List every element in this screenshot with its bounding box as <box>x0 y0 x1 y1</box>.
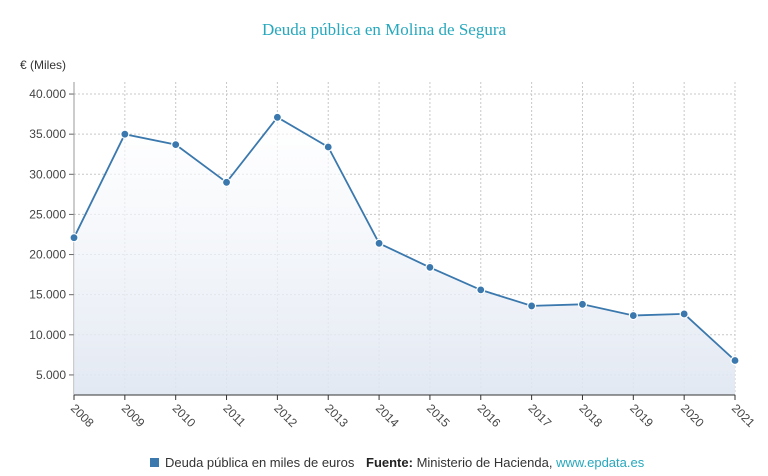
xtick-label: 2013 <box>322 401 351 430</box>
ytick-label: 10.000 <box>29 328 66 342</box>
data-point-2020[interactable] <box>679 309 689 319</box>
chart-title: Deuda pública en Molina de Segura <box>261 20 507 39</box>
xtick-label: 2016 <box>475 401 504 430</box>
data-point-2014[interactable] <box>374 238 384 248</box>
legend-label: Deuda pública en miles de euros <box>165 455 355 470</box>
data-point-2010[interactable] <box>171 140 181 150</box>
data-point-2017[interactable] <box>527 301 537 311</box>
ytick-label: 15.000 <box>29 288 66 302</box>
y-axis-label: € (Miles) <box>20 58 67 72</box>
ytick-label: 20.000 <box>29 248 66 262</box>
ytick-label: 40.000 <box>29 87 66 101</box>
xtick-label: 2017 <box>525 401 554 430</box>
source-link[interactable]: www.epdata.es <box>556 455 645 470</box>
data-point-2011[interactable] <box>221 177 232 187</box>
source-credit: Fuente: Ministerio de Hacienda, www.epda… <box>366 455 644 470</box>
legend-swatch <box>150 458 159 467</box>
data-point-2008[interactable] <box>69 233 79 243</box>
xtick-label: 2019 <box>627 401 656 430</box>
data-point-2021[interactable] <box>730 355 740 366</box>
xtick-label: 2021 <box>729 401 758 430</box>
data-point-2018[interactable] <box>577 299 588 309</box>
xtick-label: 2011 <box>220 401 248 429</box>
xtick-label: 2012 <box>271 401 300 430</box>
xtick-label: 2020 <box>678 401 707 430</box>
ytick-label: 25.000 <box>29 207 66 221</box>
legend[interactable]: Deuda pública en miles de euros <box>150 455 354 470</box>
chart-footer: Deuda pública en miles de euros Fuente: … <box>0 455 768 473</box>
ytick-label: 30.000 <box>29 167 66 181</box>
data-point-2015[interactable] <box>425 262 435 272</box>
data-point-2009[interactable] <box>120 129 130 139</box>
series-line <box>73 116 736 362</box>
data-point-2012[interactable] <box>272 112 282 122</box>
xtick-label: 2015 <box>424 401 453 430</box>
source-label: Fuente: <box>366 455 413 470</box>
data-point-2013[interactable] <box>323 142 333 152</box>
data-point-2016[interactable] <box>476 285 486 295</box>
source-text: Ministerio de Hacienda, <box>416 455 553 470</box>
ytick-label: 35.000 <box>29 127 66 141</box>
xtick-label: 2008 <box>68 401 97 430</box>
xtick-label: 2010 <box>170 401 199 430</box>
xtick-label: 2018 <box>576 401 605 430</box>
data-point-2019[interactable] <box>628 310 638 321</box>
ytick-label: 5.000 <box>36 368 66 382</box>
xtick-label: 2014 <box>373 401 402 430</box>
xtick-label: 2009 <box>119 401 148 430</box>
